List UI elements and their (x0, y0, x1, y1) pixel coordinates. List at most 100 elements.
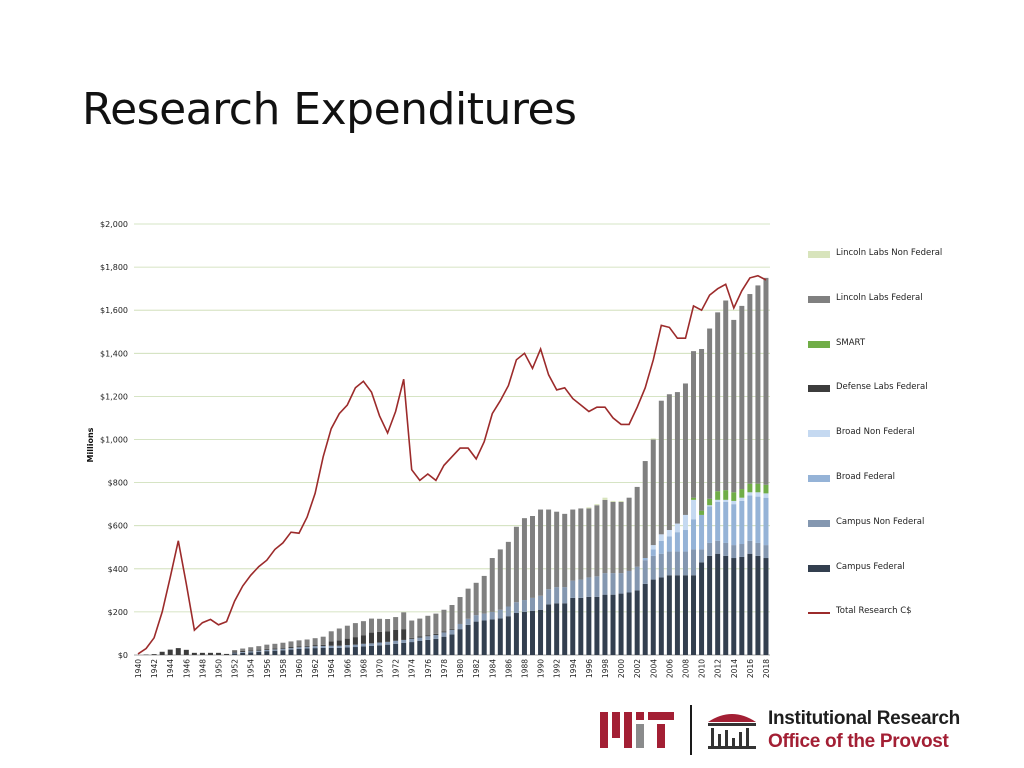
bar-segment (489, 611, 495, 620)
bar-segment (650, 439, 656, 546)
bar-segment (417, 618, 423, 637)
bar-segment (513, 526, 519, 603)
bar-segment (328, 645, 334, 648)
y-axis-label: Millions (86, 427, 95, 462)
bar-segment (248, 652, 254, 655)
x-tick-label: 1940 (134, 659, 143, 678)
bar-segment (699, 562, 705, 655)
legend-label: Broad Non Federal (836, 427, 915, 438)
bar-segment (691, 519, 697, 550)
bar-segment (747, 483, 753, 493)
bar-segment (763, 493, 769, 498)
x-tick-label: 1990 (537, 659, 546, 678)
x-tick-label: 1968 (359, 659, 368, 678)
bar-segment (666, 551, 672, 576)
bar-segment (586, 577, 592, 597)
bar-segment (393, 643, 399, 655)
bar-segment (304, 645, 310, 647)
bar-segment (377, 618, 383, 632)
x-tick-label: 2010 (698, 659, 707, 678)
bar-segment (642, 560, 648, 584)
x-tick-label: 1942 (150, 659, 159, 678)
bar-segment (739, 556, 745, 655)
bar-segment (425, 615, 431, 636)
bar-segment (538, 509, 544, 596)
bar-segment (521, 600, 527, 612)
bar-segment (151, 654, 157, 655)
bar-segment (715, 491, 721, 500)
bar-segment (723, 490, 729, 500)
bar-segment (618, 573, 624, 594)
legend-swatch (808, 385, 830, 393)
institutional-research-logo: Institutional Research Office of the Pro… (600, 705, 980, 755)
bar-segment (723, 542, 729, 556)
legend-label: Campus Non Federal (836, 516, 925, 527)
legend-item: Lincoln Labs Non Federal (808, 248, 1018, 262)
bar-segment (570, 580, 576, 598)
bar-segment (344, 638, 350, 646)
bar-segment (739, 489, 745, 498)
bar-segment (739, 305, 745, 490)
bar-segment (441, 636, 447, 655)
bar-segment (312, 648, 318, 655)
bar-segment (562, 603, 568, 655)
bar-segment (530, 610, 536, 655)
x-tick-label: 1988 (520, 659, 529, 678)
legend-item: Campus Federal (808, 562, 1018, 576)
x-tick-label: 1952 (231, 659, 240, 678)
bar-segment (336, 647, 342, 655)
bar-segment (240, 650, 246, 652)
bar-segment (481, 575, 487, 614)
bar-segment (441, 609, 447, 632)
bar-segment (368, 645, 374, 655)
bar-segment (723, 499, 729, 502)
bar-segment (530, 516, 536, 598)
bar-segment (666, 394, 672, 531)
bar-segment (554, 603, 560, 655)
bar-segment (497, 549, 503, 610)
bar-segment (634, 566, 640, 591)
bar-segment (707, 542, 713, 556)
bar-segment (731, 545, 737, 559)
bar-segment (699, 510, 705, 515)
bar-segment (570, 509, 576, 581)
bar-segment (393, 617, 399, 631)
bar-segment (707, 498, 713, 506)
x-tick-label: 2014 (730, 659, 739, 678)
bar-segment (586, 507, 592, 509)
bar-segment (578, 597, 584, 655)
bar-segment (674, 392, 680, 524)
bar-segment (763, 497, 769, 546)
bar-segment (755, 496, 761, 543)
bar-segment (232, 651, 238, 653)
bar-segment (393, 630, 399, 641)
bar-segment (449, 634, 455, 655)
bar-segment (570, 597, 576, 655)
bar-segment (505, 606, 511, 617)
x-tick-label: 2002 (633, 659, 642, 678)
bar-segment (296, 640, 302, 647)
bar-segment (264, 651, 270, 655)
bar-segment (481, 620, 487, 655)
bar-segment (240, 651, 246, 653)
bar-segment (368, 632, 374, 644)
bar-segment (433, 613, 439, 634)
bar-segment (216, 652, 222, 655)
bar-segment (465, 618, 471, 625)
x-tick-label: 1956 (263, 659, 272, 678)
y-tick-label: $400 (108, 565, 128, 574)
bar-segment (304, 648, 310, 655)
total-research-line (137, 274, 767, 655)
bar-segment (336, 628, 342, 641)
bar-segment (755, 492, 761, 497)
bar-segment (433, 633, 439, 635)
bar-segment (715, 312, 721, 492)
x-tick-label: 1960 (295, 659, 304, 678)
legend-item: Broad Non Federal (808, 427, 1018, 441)
bar-segment (288, 641, 294, 648)
bar-segment (280, 647, 286, 649)
bar-segment (755, 555, 761, 655)
x-tick-label: 1958 (279, 659, 288, 678)
bar-segment (538, 609, 544, 655)
